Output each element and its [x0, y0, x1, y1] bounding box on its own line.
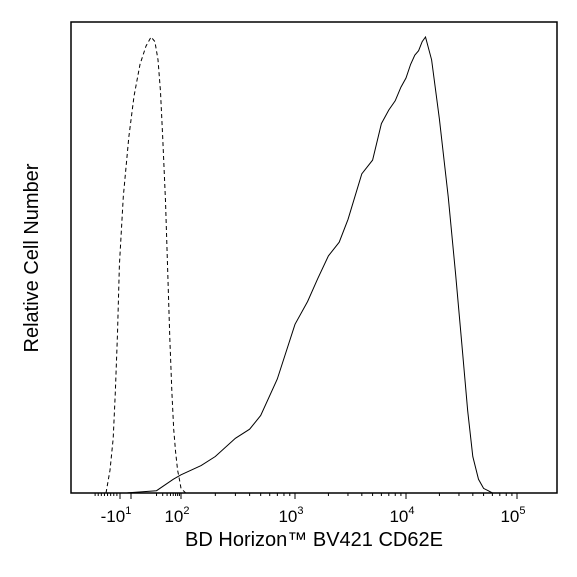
x-tick-label: -101	[101, 505, 132, 526]
x-tick-label: 105	[500, 505, 525, 526]
series-line-solid	[125, 35, 493, 494]
x-tick-label: 103	[278, 505, 303, 526]
series-layer	[105, 35, 493, 494]
x-tick-label: 104	[389, 505, 414, 526]
x-tick-label: 102	[164, 505, 189, 526]
x-axis-title: BD Horizon™ BV421 CD62E	[185, 529, 443, 551]
x-axis-ticks: -101 102 103 104 105	[94, 493, 526, 526]
plot-frame	[70, 21, 558, 494]
y-axis-title: Relative Cell Number	[21, 163, 43, 352]
series-line-dashed	[105, 36, 187, 494]
